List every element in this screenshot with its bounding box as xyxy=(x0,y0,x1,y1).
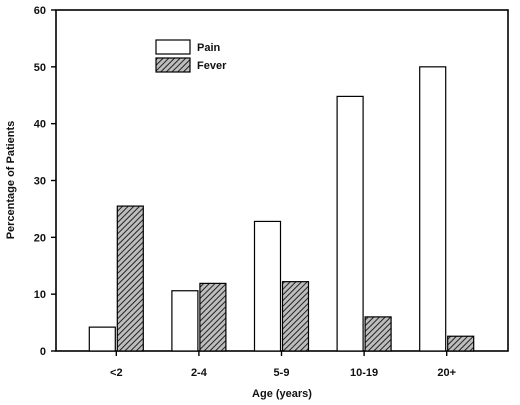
x-tick-label: <2 xyxy=(110,367,123,379)
legend-label-fever: Fever xyxy=(197,60,227,72)
legend-box-fever xyxy=(155,57,191,73)
bar-fever-2 xyxy=(281,281,310,352)
x-tick-label: 2-4 xyxy=(191,367,208,379)
y-tick-label: 40 xyxy=(34,119,46,131)
y-tick-label: 60 xyxy=(34,5,46,17)
y-tick-label: 50 xyxy=(34,62,46,74)
x-axis: <2 2-4 5-9 10-19 20+ xyxy=(110,351,456,379)
x-tick-label: 20+ xyxy=(437,367,456,379)
y-tick-label: 0 xyxy=(40,346,46,358)
bar-pain-0 xyxy=(88,326,116,352)
bars xyxy=(88,66,475,352)
bar-pain-3 xyxy=(336,95,364,352)
x-tick-label: 5-9 xyxy=(274,367,290,379)
x-axis-title: Age (years) xyxy=(252,388,312,400)
legend-label-pain: Pain xyxy=(197,42,221,54)
bar-fever-3 xyxy=(364,316,392,352)
legend: Pain Fever xyxy=(155,39,227,73)
x-tick-label: 10-19 xyxy=(350,367,378,379)
bar-pain-2 xyxy=(253,220,282,352)
y-tick-label: 20 xyxy=(34,232,46,244)
y-axis-title: Percentage of Patients xyxy=(5,121,17,240)
bar-fever-1 xyxy=(199,282,227,352)
legend-box-pain xyxy=(155,39,191,55)
bar-fever-4 xyxy=(447,335,475,352)
y-axis: 0 10 20 30 40 50 60 xyxy=(34,5,56,358)
bar-fever-0 xyxy=(116,205,144,352)
bar-pain-4 xyxy=(419,66,447,352)
bar-pain-1 xyxy=(171,290,199,352)
y-tick-label: 30 xyxy=(34,176,46,188)
y-tick-label: 10 xyxy=(34,289,46,301)
